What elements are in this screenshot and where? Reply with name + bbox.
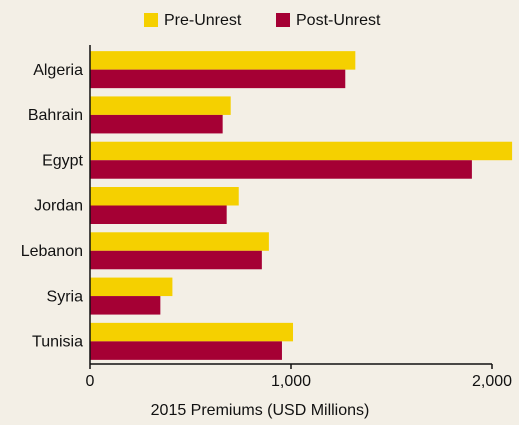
- bar: [90, 69, 346, 89]
- bar: [90, 296, 161, 315]
- legend-label: Post-Unrest: [296, 12, 381, 29]
- bar: [90, 205, 227, 224]
- y-tick-label: Jordan: [34, 198, 83, 215]
- bar: [90, 96, 231, 115]
- legend-swatch: [276, 13, 290, 27]
- y-tick-label: Tunisia: [32, 334, 83, 351]
- x-tick-label: 2,000: [472, 373, 512, 390]
- bar: [90, 322, 294, 342]
- bar: [90, 114, 223, 134]
- y-tick-label: Algeria: [33, 62, 83, 79]
- x-tick-label: 1,000: [271, 373, 311, 390]
- bar: [90, 160, 472, 179]
- bar: [90, 232, 269, 251]
- y-tick-label: Bahrain: [28, 107, 83, 124]
- bar: [90, 341, 282, 360]
- bar: [90, 141, 513, 161]
- y-tick-label: Egypt: [42, 152, 83, 169]
- legend-swatch: [144, 13, 158, 27]
- bar: [90, 277, 173, 297]
- y-tick-label: Lebanon: [21, 243, 83, 260]
- x-axis-title: 2015 Premiums (USD Millions): [151, 402, 370, 419]
- x-tick-label: 0: [86, 373, 95, 390]
- legend-label: Pre-Unrest: [164, 12, 242, 29]
- y-tick-label: Syria: [47, 288, 84, 305]
- bar: [90, 187, 239, 206]
- bar: [90, 51, 356, 70]
- bar: [90, 250, 262, 270]
